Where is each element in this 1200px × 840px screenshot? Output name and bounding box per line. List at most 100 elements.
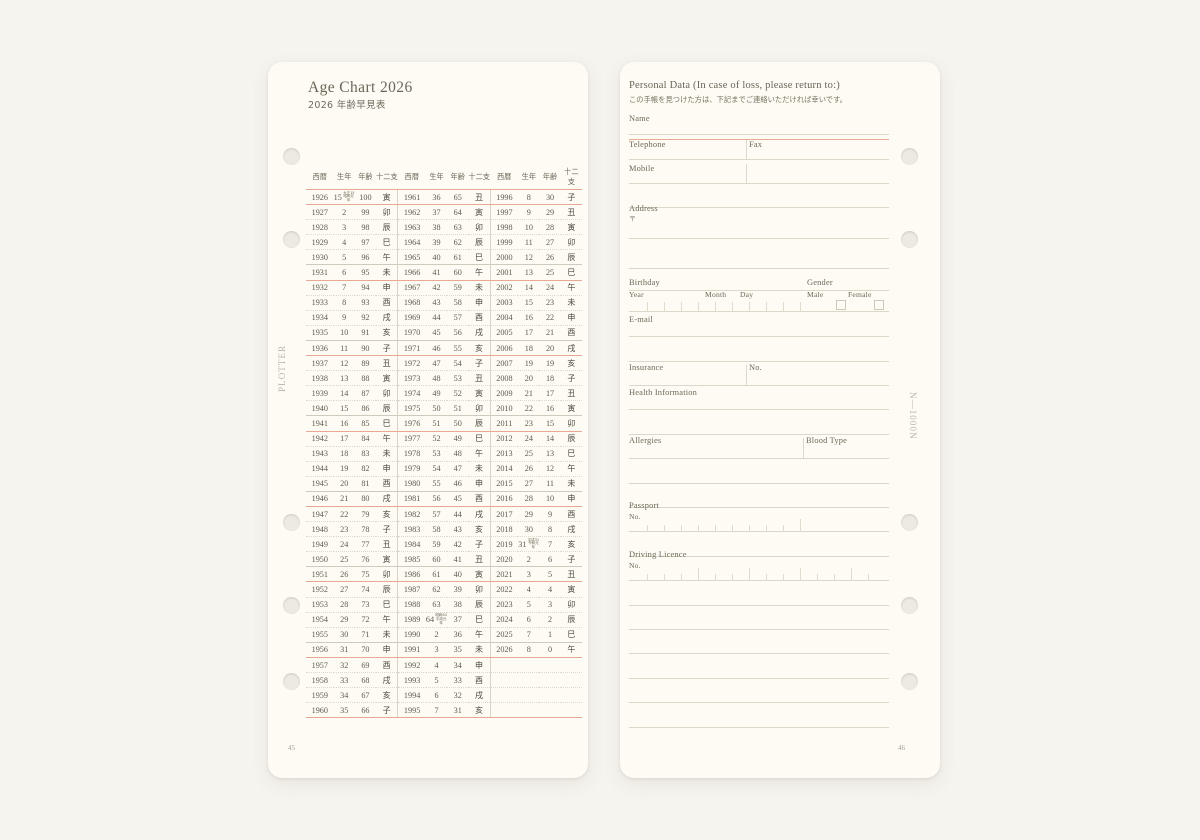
page-number-left: 45 — [288, 744, 295, 752]
table-cell: 97 — [354, 234, 377, 251]
table-cell: 2008 — [489, 370, 519, 387]
table-cell — [560, 687, 582, 704]
table-cell: 申 — [376, 461, 398, 477]
table-cell — [560, 702, 582, 719]
table-cell: 卯 — [468, 219, 491, 236]
table-cell: 申 — [468, 295, 491, 311]
table-cell: 14 — [539, 431, 561, 447]
table-cell: 42 — [447, 536, 469, 553]
table-row: 1956 31 70 申 1991 3 35 未 2026 8 0 午 — [306, 642, 582, 658]
table-cell: 戌 — [560, 340, 582, 357]
table-cell: 1997 — [489, 204, 519, 221]
table-cell: 寅 — [468, 566, 491, 583]
table-cell: 34 — [333, 687, 355, 704]
table-cell: 丑 — [560, 204, 582, 221]
table-cell: 98 — [354, 219, 377, 236]
table-cell: 72 — [354, 612, 377, 628]
table-row: 1929 4 97 巳 1964 39 62 辰 1999 11 27 卯 — [306, 234, 582, 251]
age-chart-table: 西暦 生年 年齢 十二支 西暦 生年 年齢 十二支 西暦 生年 年齢 十二支 1926 15 大正15 昭和… — [306, 166, 582, 719]
table-cell: 32 — [333, 657, 355, 674]
table-cell: 卯 — [560, 234, 582, 251]
table-cell: 100 — [354, 189, 377, 206]
table-cell: 48 — [425, 370, 448, 387]
table-cell: 2018 — [489, 521, 519, 538]
table-cell: 午 — [560, 642, 582, 658]
table-cell: 28 — [539, 219, 561, 236]
table-cell: 1984 — [397, 536, 426, 553]
table-cell: 64 — [447, 204, 469, 221]
tick-mark — [766, 574, 767, 580]
table-cell — [539, 657, 561, 674]
table-cell: 7 — [518, 627, 540, 643]
table-cell: 69 — [354, 657, 377, 674]
form-rule — [629, 556, 889, 557]
table-cell: 午 — [560, 280, 582, 296]
table-cell: 7 — [333, 280, 355, 296]
table-cell: 1999 — [489, 234, 519, 251]
table-cell: 45 — [425, 325, 448, 341]
table-cell: 戌 — [468, 506, 491, 523]
era-label: 平成31 令和元年 — [527, 537, 540, 550]
tick-mark — [732, 525, 733, 531]
table-body: 1926 15 大正15 昭和元年 100 寅 1961 36 65 丑 1996 8 30 子 1927 2… — [306, 189, 582, 719]
table-cell: 申 — [468, 657, 491, 674]
table-cell: 85 — [354, 415, 377, 432]
table-cell: 24 — [333, 536, 355, 553]
gender-male-checkbox[interactable] — [836, 300, 846, 310]
table-cell — [539, 672, 561, 689]
tick-mark — [800, 568, 801, 580]
table-cell: 2023 — [489, 597, 519, 613]
table-cell: 7 — [539, 536, 561, 553]
table-cell: 1952 — [306, 581, 334, 598]
table-cell: 14 — [518, 280, 540, 296]
table-cell: 16 — [539, 400, 561, 417]
table-cell: 1959 — [306, 687, 334, 704]
tick-mark — [698, 525, 699, 531]
table-cell: 5 — [539, 566, 561, 583]
table-cell: 34 — [447, 657, 469, 674]
table-cell: 戌 — [468, 687, 491, 704]
table-cell: 戌 — [468, 325, 491, 341]
table-cell — [489, 657, 519, 674]
form-rule — [629, 311, 889, 312]
table-cell: 酉 — [560, 325, 582, 341]
table-cell: 1989 — [397, 612, 426, 628]
table-cell: 47 — [425, 355, 448, 372]
table-cell: 1979 — [397, 461, 426, 477]
field-label-mobile: Mobile — [629, 164, 655, 173]
table-cell: 1987 — [397, 581, 426, 598]
table-cell: 1992 — [397, 657, 426, 674]
table-cell: 1940 — [306, 400, 334, 417]
ring-hole — [901, 231, 918, 248]
table-cell: 8 — [333, 295, 355, 311]
table-cell: 2004 — [489, 310, 519, 326]
table-cell: 1933 — [306, 295, 334, 311]
tick-mark — [749, 302, 750, 311]
tick-mark — [647, 574, 648, 580]
table-cell: 亥 — [468, 521, 491, 538]
tick-mark — [732, 574, 733, 580]
table-cell: 77 — [354, 536, 377, 553]
form-rule — [629, 531, 889, 532]
tick-mark — [664, 302, 665, 311]
table-cell: 75 — [354, 566, 377, 583]
tick-mark — [732, 302, 733, 311]
table-cell: 2013 — [489, 446, 519, 462]
table-cell: 巳 — [376, 415, 398, 432]
table-row: 1952 27 74 辰 1987 62 39 卯 2022 4 4 寅 — [306, 581, 582, 598]
table-cell: 12 — [539, 461, 561, 477]
table-cell: 0 — [539, 642, 561, 658]
table-cell: 73 — [354, 597, 377, 613]
table-cell: 子 — [376, 702, 398, 719]
table-cell: 70 — [354, 642, 377, 658]
table-cell: 酉 — [560, 506, 582, 523]
table-cell: 58 — [447, 295, 469, 311]
table-cell — [560, 657, 582, 674]
field-divider — [803, 438, 804, 458]
table-cell: 申 — [468, 476, 491, 492]
form-rule — [629, 653, 889, 654]
gender-female-checkbox[interactable] — [874, 300, 884, 310]
table-cell: 10 — [518, 219, 540, 236]
table-cell — [489, 687, 519, 704]
table-cell: 巳 — [560, 264, 582, 281]
